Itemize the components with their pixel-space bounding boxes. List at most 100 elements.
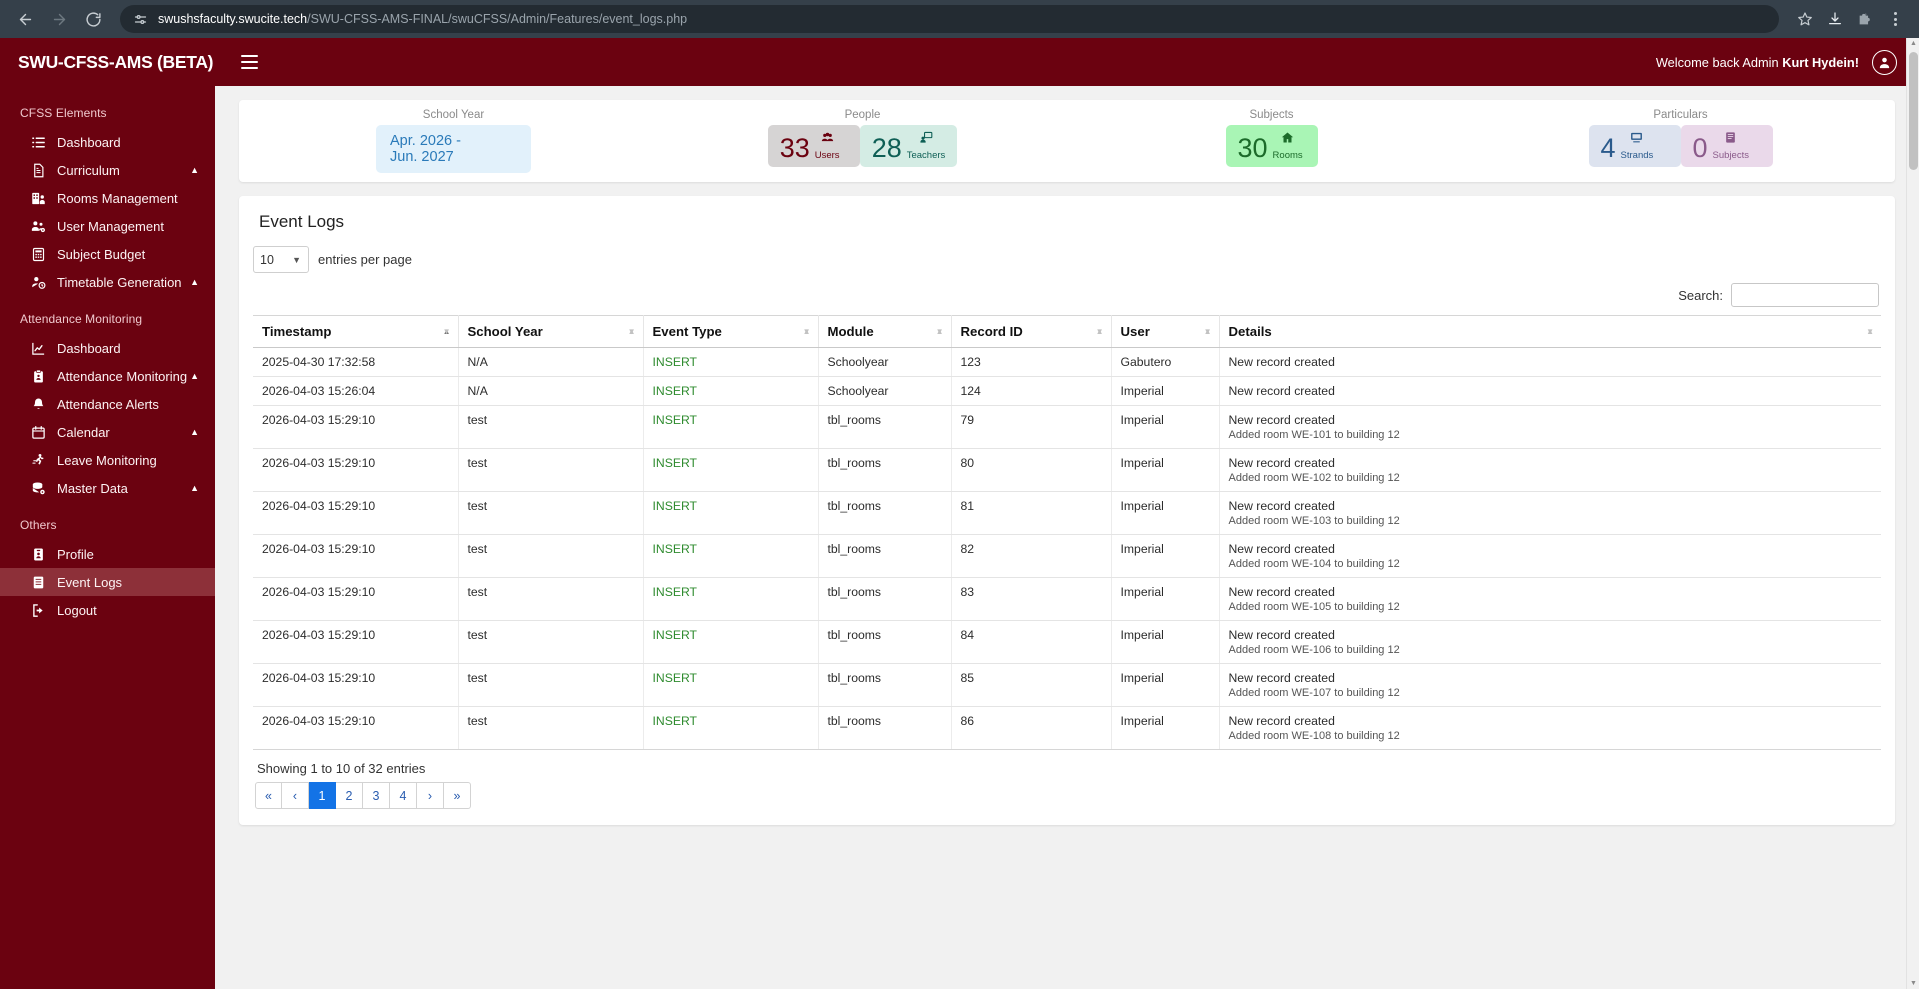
- cell-user: Imperial: [1111, 534, 1220, 578]
- stat-tile-users[interactable]: 33 Users: [767, 125, 860, 167]
- pagination-button-1[interactable]: 1: [309, 782, 336, 809]
- stat-meta: Rooms: [1273, 131, 1303, 162]
- pagination-button-»[interactable]: »: [444, 782, 471, 809]
- scroll-down-arrow-icon[interactable]: ▼: [1910, 980, 1917, 987]
- search-label: Search:: [1678, 287, 1723, 303]
- column-header-details[interactable]: Details ▲ ▼: [1219, 315, 1881, 348]
- column-header-timestamp[interactable]: Timestamp ▲ ▼: [253, 315, 459, 348]
- app-brand: SWU-CFSS-AMS (BETA): [18, 51, 214, 72]
- pagination-button-«[interactable]: «: [255, 782, 282, 809]
- star-icon[interactable]: [1791, 5, 1819, 33]
- cell-details: New record created: [1219, 347, 1881, 377]
- school-year-line2: Jun. 2027: [390, 149, 454, 166]
- cell-event-type: INSERT: [643, 405, 819, 449]
- column-header-user[interactable]: User ▲ ▼: [1111, 315, 1220, 348]
- main-area: Welcome back Admin Kurt Hydein! School Y…: [215, 38, 1919, 989]
- sidebar-item-master-data[interactable]: Master Data ▲: [0, 474, 215, 502]
- sidebar-group-others: Profile Event Logs Logout: [0, 540, 215, 624]
- entries-select-wrap[interactable]: 10 ▼: [253, 246, 309, 273]
- extensions-icon[interactable]: [1851, 5, 1879, 33]
- table-row: 2026-04-03 15:29:10 test INSERT tbl_rooms 79…: [253, 405, 1881, 449]
- column-header-module[interactable]: Module ▲ ▼: [818, 315, 952, 348]
- forward-arrow-icon: [44, 4, 74, 34]
- sidebar-item-leave-monitoring[interactable]: Leave Monitoring: [0, 446, 215, 474]
- page-scrollbar[interactable]: ▲ ▼: [1906, 38, 1919, 989]
- chevron-up-icon[interactable]: ▲: [190, 277, 199, 287]
- url-path: /SWU-CFSS-AMS-FINAL/swuCFSS/Admin/Featur…: [307, 12, 688, 26]
- sidebar-item-profile[interactable]: Profile: [0, 540, 215, 568]
- detail-secondary: Added room WE-108 to building 12: [1228, 730, 1400, 742]
- cell-timestamp: 2026-04-03 15:29:10: [253, 620, 459, 664]
- stat-tile-rooms[interactable]: 30 Rooms: [1225, 125, 1318, 167]
- back-arrow-icon[interactable]: [10, 4, 40, 34]
- column-label: Event Type: [652, 324, 722, 339]
- chevron-up-icon[interactable]: ▲: [190, 483, 199, 493]
- sidebar-item-subject-budget[interactable]: Subject Budget: [0, 240, 215, 268]
- pagination-button-4[interactable]: 4: [390, 782, 417, 809]
- stat-tile-strands[interactable]: 4 Strands: [1588, 125, 1681, 167]
- school-year-line1: Apr. 2026 -: [390, 133, 461, 149]
- stat-value: 4: [1600, 133, 1616, 164]
- search-control: Search:: [253, 279, 1881, 315]
- sidebar-item-timetable-generation[interactable]: Timetable Generation ▲: [0, 268, 215, 296]
- scroll-up-arrow-icon[interactable]: ▲: [1910, 40, 1917, 47]
- book-icon: [30, 574, 46, 590]
- sidebar-item-calendar[interactable]: Calendar ▲: [0, 418, 215, 446]
- search-input[interactable]: [1731, 283, 1879, 307]
- cell-event-type: INSERT: [643, 376, 819, 406]
- sidebar-item-rooms-management[interactable]: Rooms Management: [0, 184, 215, 212]
- stat-tile-school-year[interactable]: Apr. 2026 - Jun. 2027: [376, 125, 531, 174]
- entries-per-page-select[interactable]: 10: [253, 246, 309, 273]
- cell-school-year: test: [458, 405, 644, 449]
- sidebar-item-attendance-monitoring[interactable]: Attendance Monitoring ▲: [0, 362, 215, 390]
- stat-meta: Teachers: [907, 131, 945, 162]
- pagination-button-3[interactable]: 3: [363, 782, 390, 809]
- site-settings-icon[interactable]: [132, 11, 149, 28]
- avatar[interactable]: [1872, 49, 1897, 75]
- sidebar-item-logout[interactable]: Logout: [0, 596, 215, 624]
- sidebar-item-curriculum[interactable]: Curriculum ▲: [0, 156, 215, 184]
- sidebar-item-label: Event Logs: [57, 574, 123, 590]
- stat-meta: Subjects: [1713, 131, 1749, 162]
- stat-group-title: Particulars: [1653, 109, 1708, 121]
- sidebar-item-attendance-alerts[interactable]: Attendance Alerts: [0, 390, 215, 418]
- chevron-up-icon[interactable]: ▲: [190, 427, 199, 437]
- hamburger-menu-icon[interactable]: [241, 55, 258, 69]
- reload-icon[interactable]: [78, 4, 108, 34]
- column-header-event-type[interactable]: Event Type ▲ ▼: [643, 315, 819, 348]
- pagination-button-‹[interactable]: ‹: [282, 782, 309, 809]
- sidebar-item-label: Attendance Monitoring: [57, 368, 188, 384]
- cell-event-type: INSERT: [643, 491, 819, 535]
- pagination-button-›[interactable]: ›: [417, 782, 444, 809]
- stat-value: 28: [871, 133, 902, 164]
- cell-event-type: INSERT: [643, 347, 819, 377]
- stat-tile-subjects[interactable]: 0 Subjects: [1680, 125, 1773, 167]
- scrollbar-thumb[interactable]: [1909, 52, 1918, 170]
- sidebar-item-dashboard[interactable]: Dashboard: [0, 128, 215, 156]
- detail-primary: New record created: [1228, 384, 1335, 398]
- sidebar-item-label: Logout: [57, 602, 97, 618]
- sidebar-item-user-management[interactable]: User Management: [0, 212, 215, 240]
- sidebar-item-attendance-dashboard[interactable]: Dashboard: [0, 334, 215, 362]
- cell-details: New record created Added room WE-103 to b…: [1219, 491, 1881, 535]
- cell-record-id: 83: [951, 577, 1112, 621]
- detail-primary: New record created: [1228, 355, 1335, 369]
- users-icon: [821, 131, 834, 149]
- calendar-icon: [30, 424, 46, 440]
- detail-primary: New record created: [1228, 456, 1335, 470]
- column-header-record-id[interactable]: Record ID ▲ ▼: [951, 315, 1112, 348]
- cell-user: Imperial: [1111, 491, 1220, 535]
- stat-group-particulars: Particulars 4 Strands 0: [1476, 106, 1885, 168]
- sidebar-item-event-logs[interactable]: Event Logs: [0, 568, 215, 596]
- stat-tile-teachers[interactable]: 28 Teachers: [859, 125, 958, 167]
- chevron-up-icon[interactable]: ▲: [190, 165, 199, 175]
- download-icon[interactable]: [1821, 5, 1849, 33]
- three-dot-menu-icon[interactable]: [1881, 5, 1909, 33]
- chevron-up-icon[interactable]: ▲: [190, 371, 199, 381]
- detail-primary: New record created: [1228, 671, 1335, 685]
- cell-school-year: test: [458, 663, 644, 707]
- pagination-button-2[interactable]: 2: [336, 782, 363, 809]
- cell-school-year: test: [458, 577, 644, 621]
- address-bar[interactable]: swushsfaculty.swucite.tech/SWU-CFSS-AMS-…: [120, 5, 1779, 33]
- column-header-school-year[interactable]: School Year ▲ ▼: [458, 315, 644, 348]
